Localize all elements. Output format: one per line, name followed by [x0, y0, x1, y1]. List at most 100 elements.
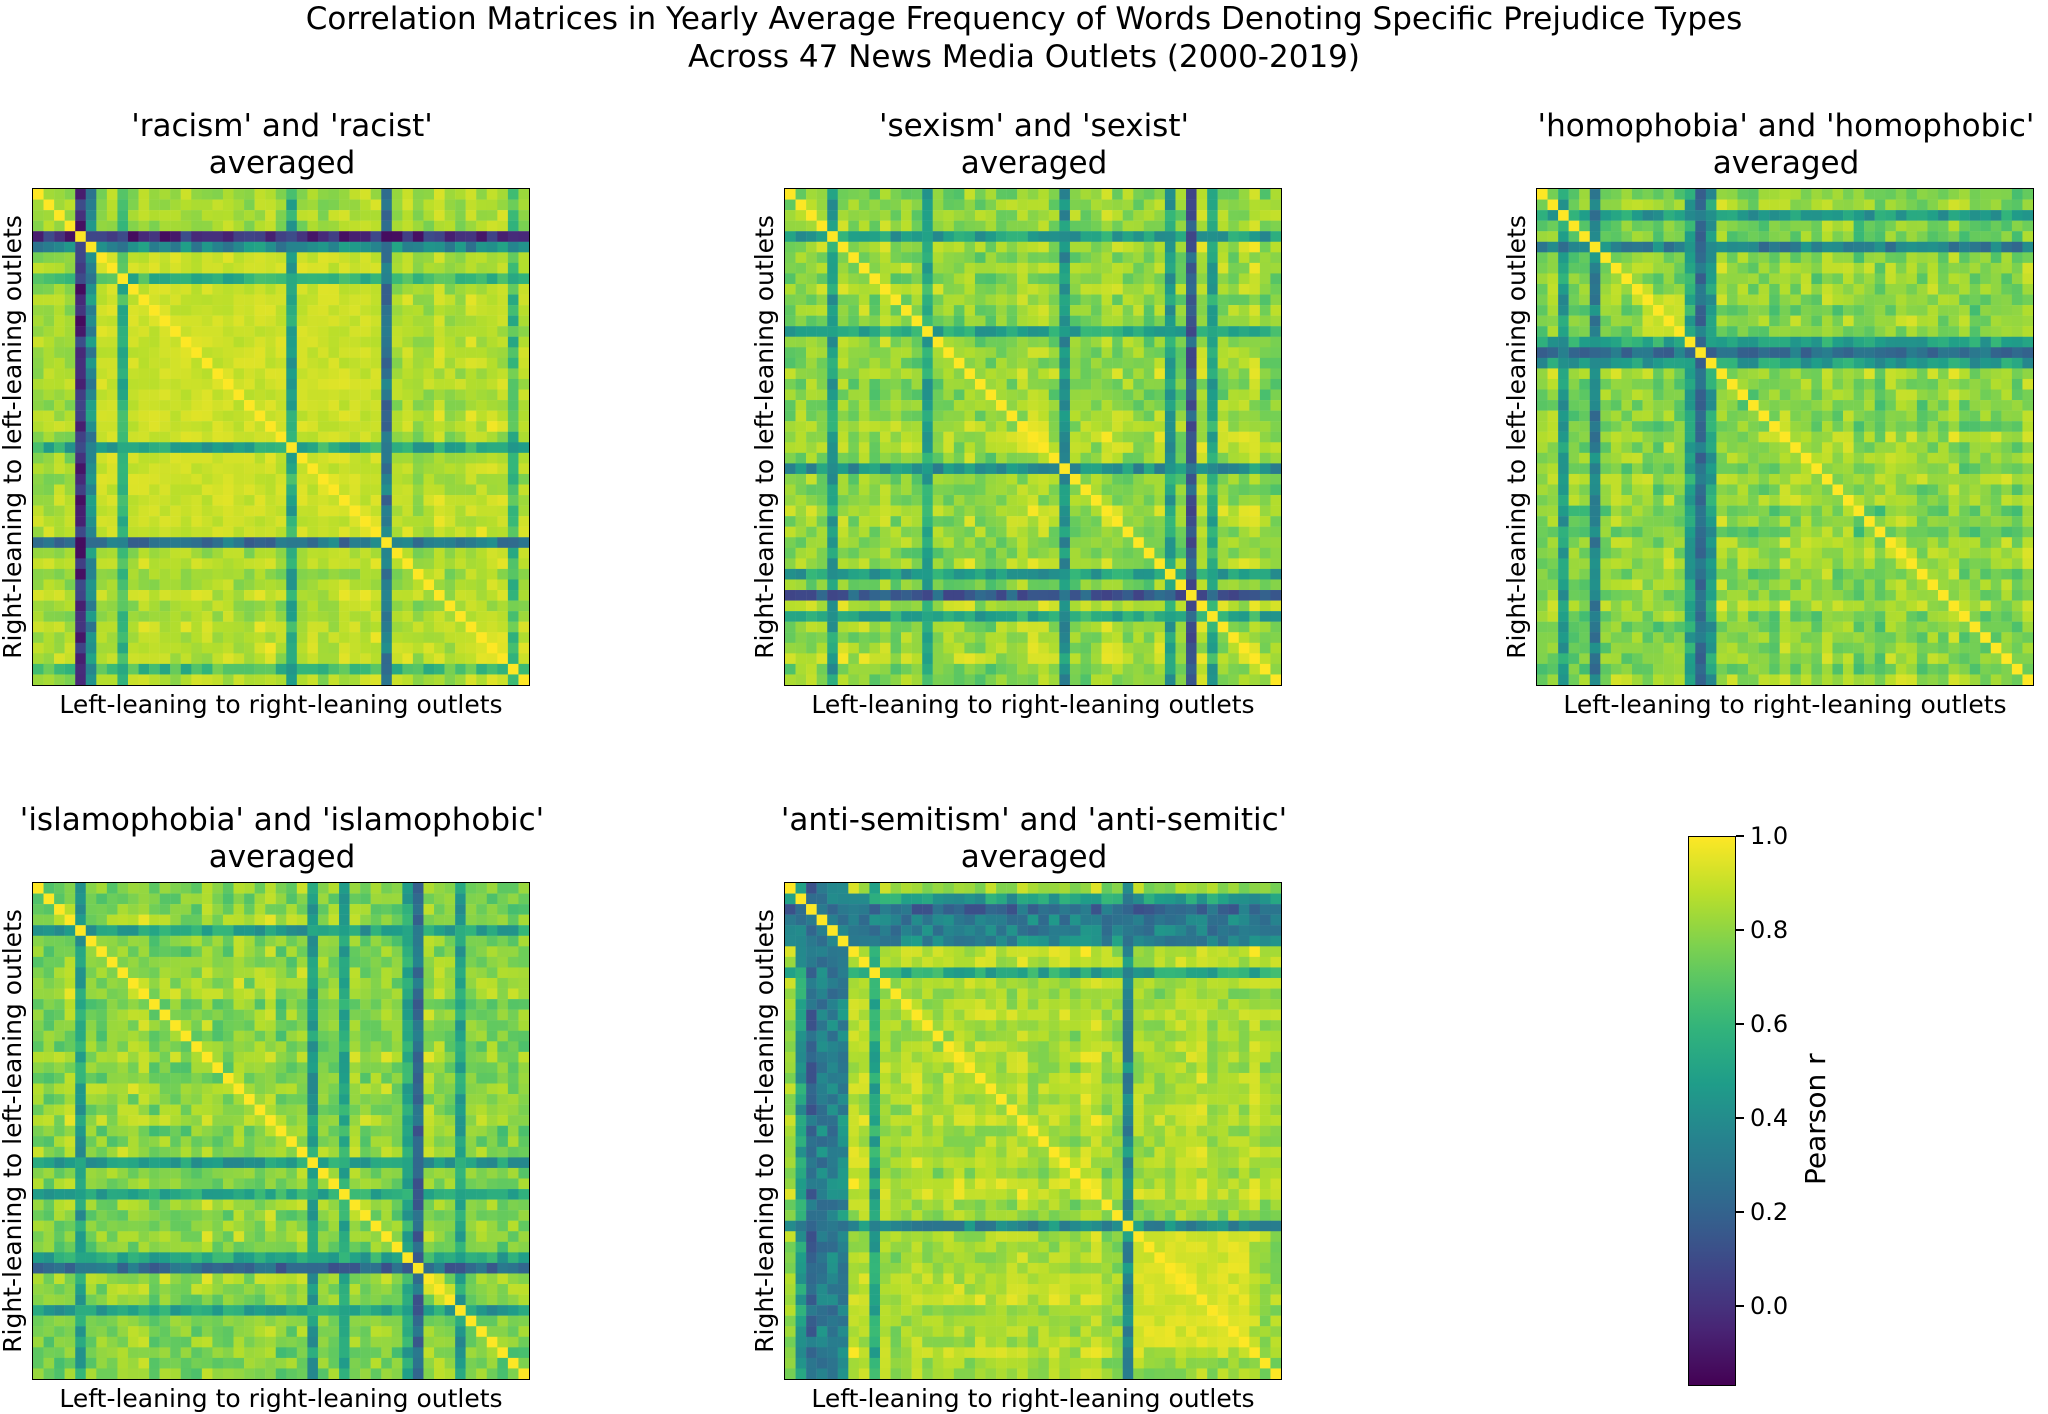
heatmap-cell	[996, 390, 1007, 401]
heatmap-cell	[1207, 284, 1218, 295]
heatmap-cell	[1249, 326, 1260, 337]
heatmap-cell	[328, 664, 339, 675]
heatmap-cell	[922, 453, 933, 464]
heatmap-cell	[975, 601, 986, 612]
heatmap-cell	[996, 601, 1007, 612]
heatmap-cell	[434, 316, 445, 327]
heatmap-cell	[1186, 273, 1197, 284]
heatmap-cell	[234, 252, 245, 263]
heatmap-cell	[476, 484, 487, 495]
heatmap-cell	[139, 390, 150, 401]
heatmap-cell	[1007, 411, 1018, 422]
heatmap-cell	[1165, 316, 1176, 327]
heatmap-cell	[86, 463, 97, 474]
heatmap-cell	[350, 337, 361, 348]
heatmap-cell	[33, 231, 44, 242]
heatmap-cell	[817, 316, 828, 327]
heatmap-cell	[307, 569, 318, 580]
heatmap-cell	[912, 674, 923, 685]
heatmap-cell	[392, 400, 403, 411]
heatmap-cell	[1049, 263, 1060, 274]
heatmap-cell	[1028, 590, 1039, 601]
heatmap-cell	[54, 484, 65, 495]
heatmap-cell	[880, 674, 891, 685]
heatmap-cell	[265, 284, 276, 295]
heatmap-cell	[848, 242, 859, 253]
heatmap-cell	[796, 390, 807, 401]
heatmap-cell	[445, 390, 456, 401]
heatmap-cell	[1917, 189, 1928, 200]
heatmap-cell	[1260, 200, 1271, 211]
heatmap-cell	[1186, 337, 1197, 348]
heatmap-cell	[371, 442, 382, 453]
heatmap-cell	[191, 548, 202, 559]
heatmap-cell	[297, 305, 308, 316]
heatmap-cell	[1038, 664, 1049, 675]
heatmap-cell	[1144, 284, 1155, 295]
heatmap-cell	[954, 516, 965, 527]
heatmap-cell	[265, 664, 276, 675]
heatmap-cell	[75, 643, 86, 654]
heatmap-cell	[1218, 622, 1229, 633]
heatmap-cell	[1249, 653, 1260, 664]
heatmap-cell	[339, 516, 350, 527]
heatmap-cell	[1007, 189, 1018, 200]
heatmap-cell	[1165, 305, 1176, 316]
heatmap-cell	[1621, 252, 1632, 263]
heatmap-cell	[297, 263, 308, 274]
heatmap-cell	[1218, 537, 1229, 548]
heatmap-cell	[1175, 432, 1186, 443]
heatmap-cell	[318, 611, 329, 622]
heatmap-cell	[1249, 337, 1260, 348]
heatmap-cell	[487, 569, 498, 580]
heatmap-cell	[402, 442, 413, 453]
heatmap-cell	[160, 632, 171, 643]
heatmap-cell	[202, 400, 213, 411]
heatmap-cell	[181, 411, 192, 422]
heatmap-cell	[1228, 326, 1239, 337]
heatmap-cell	[339, 548, 350, 559]
heatmap-cell	[1017, 326, 1028, 337]
heatmap-cell	[234, 432, 245, 443]
heatmap-cell	[297, 506, 308, 517]
heatmap-cell	[933, 474, 944, 485]
heatmap-cell	[891, 210, 902, 221]
heatmap-cell	[1123, 252, 1134, 263]
heatmap-cell	[466, 263, 477, 274]
heatmap-cell	[1154, 210, 1165, 221]
heatmap-cell	[827, 527, 838, 538]
heatmap-cell	[1091, 221, 1102, 232]
heatmap-cell	[1260, 506, 1271, 517]
heatmap-cell	[859, 231, 870, 242]
heatmap-cell	[1664, 295, 1675, 306]
heatmap-cell	[255, 664, 266, 675]
heatmap-cell	[1864, 263, 1875, 274]
heatmap-cell	[1102, 601, 1113, 612]
heatmap-cell	[1059, 400, 1070, 411]
heatmap-cell	[1049, 284, 1060, 295]
heatmap-cell	[1207, 558, 1218, 569]
heatmap-cell	[1239, 548, 1250, 559]
heatmap-cell	[1207, 601, 1218, 612]
heatmap-cell	[223, 579, 234, 590]
heatmap-cell	[1759, 284, 1770, 295]
heatmap-cell	[117, 601, 128, 612]
heatmap-cell	[2001, 263, 2012, 274]
heatmap-cell	[1590, 210, 1601, 221]
heatmap-cell	[181, 674, 192, 685]
heatmap-cell	[1748, 231, 1759, 242]
heatmap-cell	[785, 305, 796, 316]
heatmap-cell	[817, 484, 828, 495]
heatmap-cell	[964, 674, 975, 685]
heatmap-cell	[785, 506, 796, 517]
heatmap-cell	[276, 590, 287, 601]
heatmap-cell	[1706, 284, 1717, 295]
heatmap-cell	[1154, 347, 1165, 358]
heatmap-cell	[518, 368, 529, 379]
heatmap-cell	[1959, 284, 1970, 295]
heatmap-cell	[44, 421, 55, 432]
heatmap-cell	[128, 558, 139, 569]
heatmap-cell	[880, 664, 891, 675]
heatmap-cell	[1175, 221, 1186, 232]
heatmap-cell	[1017, 653, 1028, 664]
